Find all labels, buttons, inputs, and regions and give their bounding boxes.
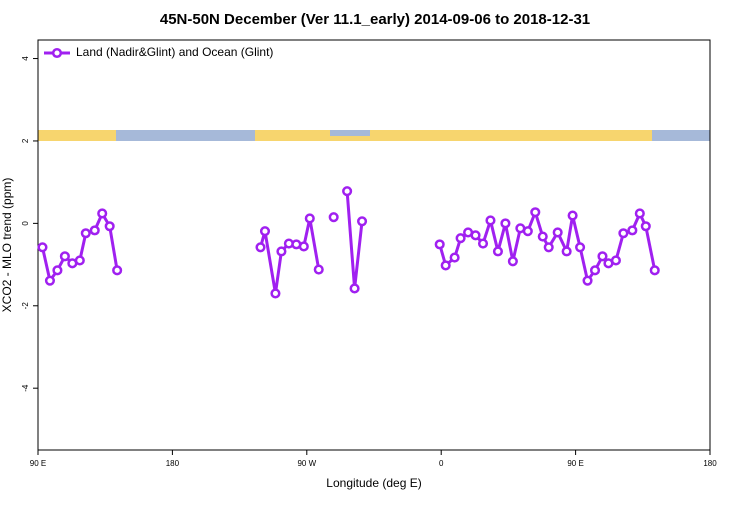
x-tick-label: 90 W xyxy=(297,459,316,468)
data-point xyxy=(434,239,445,250)
data-point xyxy=(537,231,548,242)
data-point xyxy=(634,208,645,219)
data-point xyxy=(589,265,601,276)
data-point xyxy=(640,221,651,232)
y-tick-label: -2 xyxy=(21,302,30,310)
data-point xyxy=(97,208,108,219)
data-point xyxy=(89,225,100,236)
data-point xyxy=(255,242,266,253)
legend-label: Land (Nadir&Glint) and Ocean (Glint) xyxy=(76,45,273,59)
data-point xyxy=(259,226,271,237)
data-point xyxy=(597,251,608,262)
data-point xyxy=(44,275,55,286)
data-point xyxy=(649,265,660,276)
data-point xyxy=(37,242,48,253)
data-point xyxy=(357,216,368,227)
data-point xyxy=(342,186,353,197)
data-point xyxy=(112,265,123,276)
x-tick-label: 180 xyxy=(703,459,717,468)
data-point xyxy=(449,252,460,263)
data-point xyxy=(270,288,281,299)
data-point xyxy=(618,228,629,239)
x-tick-label: 90 E xyxy=(30,459,46,468)
data-point xyxy=(349,283,360,294)
data-point xyxy=(492,246,503,257)
data-point xyxy=(522,226,533,237)
data-point xyxy=(543,242,554,253)
data-point xyxy=(610,255,621,266)
data-point xyxy=(561,246,572,257)
y-tick-label: 2 xyxy=(21,138,30,143)
data-point xyxy=(500,218,511,229)
x-tick-label: 180 xyxy=(166,459,180,468)
chart-title: 45N-50N December (Ver 11.1_early) 2014-0… xyxy=(160,11,590,28)
data-point xyxy=(80,228,91,239)
data-point xyxy=(52,265,63,276)
y-axis-label: XCO2 - MLO trend (ppm) xyxy=(0,178,14,313)
y-tick-label: 0 xyxy=(21,221,30,226)
data-point xyxy=(440,260,451,271)
data-point xyxy=(74,255,85,266)
data-point xyxy=(59,251,70,262)
data-point xyxy=(582,275,593,286)
data-point xyxy=(328,212,339,223)
data-point xyxy=(304,213,315,224)
data-point xyxy=(455,233,466,244)
data-point xyxy=(276,246,287,257)
data-point xyxy=(313,264,324,275)
x-tick-label: 0 xyxy=(439,459,444,468)
data-point xyxy=(470,230,481,241)
legend-marker xyxy=(51,47,63,59)
data-point xyxy=(298,241,309,252)
data-point xyxy=(627,225,638,236)
x-axis-label: Longitude (deg E) xyxy=(326,476,421,490)
map-strip xyxy=(38,130,710,141)
x-tick-label: 90 E xyxy=(567,459,583,468)
data-point xyxy=(567,210,578,221)
data-point xyxy=(575,242,586,253)
y-tick-label: -4 xyxy=(21,384,30,392)
data-point xyxy=(477,238,489,249)
data-point xyxy=(552,227,563,238)
data-point xyxy=(485,215,496,226)
y-tick-label: 4 xyxy=(21,56,30,61)
data-point xyxy=(104,221,115,232)
data-point xyxy=(507,256,518,267)
data-point xyxy=(530,207,541,218)
